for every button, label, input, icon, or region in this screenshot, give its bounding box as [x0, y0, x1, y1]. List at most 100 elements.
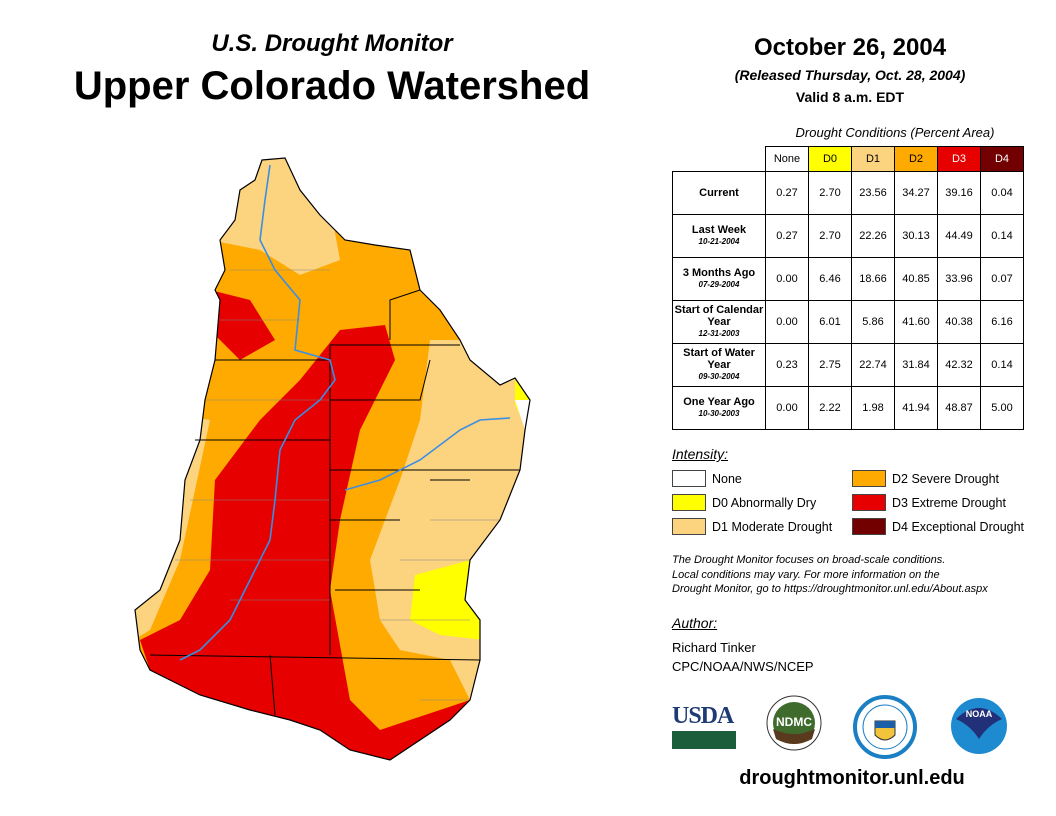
ndmc-logo: NDMC	[766, 695, 822, 751]
row-label-text: One Year Ago	[683, 396, 755, 408]
row-label: One Year Ago 10-30-2003	[672, 386, 766, 430]
usda-logo: USDA	[672, 703, 736, 749]
table-cell: 40.85	[894, 257, 938, 301]
table-cell: 23.56	[851, 171, 895, 215]
valid-time: Valid 8 a.m. EDT	[795, 89, 905, 105]
table-cell: 41.94	[894, 386, 938, 430]
legend-item: D2 Severe Drought	[852, 470, 999, 487]
disclaimer-note: The Drought Monitor focuses on broad-sca…	[672, 553, 988, 597]
website-link[interactable]: droughtmonitor.unl.edu	[739, 767, 965, 789]
table-cell: 2.70	[808, 214, 852, 258]
table-cell: 2.70	[808, 171, 852, 215]
table-cell: 6.16	[980, 300, 1024, 344]
svg-text:NOAA: NOAA	[966, 709, 993, 719]
author-title: Author:	[672, 615, 718, 631]
noaa-logo: NOAA	[951, 698, 1007, 754]
author-name: Richard Tinker	[672, 640, 756, 655]
table-row: 3 Months Ago 07-29-2004 0.00 6.46 18.66 40.85…	[672, 257, 1024, 301]
row-label-text: Start of Calendar Year	[674, 304, 764, 328]
row-label-text: 3 Months Ago	[682, 267, 756, 279]
legend-swatch	[852, 518, 886, 535]
table-row: Current 0.27 2.70 23.56 34.27 39.16 0.04	[672, 171, 1024, 215]
table-cell: 22.74	[851, 343, 895, 387]
map-date: October 26, 2004	[753, 34, 947, 61]
table-cell: 39.16	[937, 171, 981, 215]
svg-text:NDMC: NDMC	[776, 715, 812, 729]
note-line: The Drought Monitor focuses on broad-sca…	[672, 554, 946, 566]
map-subtitle: U.S. Drought Monitor	[211, 30, 453, 57]
author-org: CPC/NOAA/NWS/NCEP	[672, 659, 814, 674]
table-cell: 0.00	[765, 257, 809, 301]
legend-item: None	[672, 470, 742, 487]
table-cell: 5.00	[980, 386, 1024, 430]
table-cell: 0.27	[765, 214, 809, 258]
table-cell: 0.04	[980, 171, 1024, 215]
table-cell: 0.00	[765, 386, 809, 430]
commerce-seal-logo	[853, 695, 917, 759]
legend-swatch	[852, 470, 886, 487]
table-cell: 33.96	[937, 257, 981, 301]
row-label-text: Start of Water Year	[683, 347, 755, 371]
table-cell: 34.27	[894, 171, 938, 215]
legend-label: D4 Exceptional Drought	[892, 519, 1025, 534]
table-cell: 5.86	[851, 300, 895, 344]
row-label-text: Last Week	[691, 224, 747, 236]
legend-label: None	[712, 471, 742, 486]
legend-item: D4 Exceptional Drought	[852, 518, 1024, 535]
legend-label: D0 Abnormally Dry	[712, 495, 817, 510]
drought-map	[134, 157, 531, 761]
table-cell: 2.22	[808, 386, 852, 430]
row-label: Start of Water Year 09-30-2004	[672, 343, 766, 387]
legend-swatch	[672, 518, 706, 535]
row-date: 10-21-2004	[698, 237, 740, 246]
table-caption: Drought Conditions (Percent Area)	[795, 125, 995, 140]
legend-label: D2 Severe Drought	[892, 471, 1000, 486]
table-row: Last Week 10-21-2004 0.27 2.70 22.26 30.13 44.…	[672, 214, 1024, 258]
legend-label: D1 Moderate Drought	[712, 519, 833, 534]
table-row: Start of Water Year 09-30-2004 0.23 2.75 22.…	[672, 343, 1024, 387]
table-cell: 0.14	[980, 343, 1024, 387]
table-cell: 41.60	[894, 300, 938, 344]
col-none: None	[765, 146, 809, 172]
legend-swatch	[852, 494, 886, 511]
table-cell: 44.49	[937, 214, 981, 258]
table-cell: 22.26	[851, 214, 895, 258]
table-cell: 18.66	[851, 257, 895, 301]
table-row: Start of Calendar Year 12-31-2003 0.00 6.01…	[672, 300, 1024, 344]
note-line: Local conditions may vary. For more info…	[672, 568, 940, 581]
release-date: (Released Thursday, Oct. 28, 2004)	[734, 67, 966, 83]
table-cell: 42.32	[937, 343, 981, 387]
table-cell: 0.23	[765, 343, 809, 387]
table-cell: 2.75	[808, 343, 852, 387]
d3-nw-area	[210, 290, 275, 360]
d3-central-area	[140, 325, 470, 760]
legend-label: D3 Extreme Drought	[892, 495, 1006, 510]
row-label: Current	[672, 171, 766, 215]
legend-swatch	[672, 470, 706, 487]
table-cell: 1.98	[851, 386, 895, 430]
legend-title: Intensity:	[672, 446, 729, 462]
author-info: Richard Tinker CPC/NOAA/NWS/NCEP	[672, 638, 814, 676]
table-cell: 40.38	[937, 300, 981, 344]
table-row: One Year Ago 10-30-2003 0.00 2.22 1.98 41.94 4…	[672, 386, 1024, 430]
row-label: 3 Months Ago 07-29-2004	[672, 257, 766, 301]
row-date: 09-30-2004	[698, 372, 740, 381]
col-d3: D3	[937, 146, 981, 172]
row-date: 07-29-2004	[698, 280, 740, 289]
legend-item: D3 Extreme Drought	[852, 494, 1006, 511]
table-cell: 6.46	[808, 257, 852, 301]
col-d4: D4	[980, 146, 1024, 172]
row-date: 12-31-2003	[698, 329, 740, 338]
table-cell: 0.14	[980, 214, 1024, 258]
row-label: Last Week 10-21-2004	[672, 214, 766, 258]
drought-conditions-table: None D0 D1 D2 D3 D4 Current 0.27 2.70 23.56…	[672, 146, 1024, 430]
table-cell: 0.27	[765, 171, 809, 215]
colorado-river	[179, 164, 511, 661]
row-label-text: Current	[699, 187, 739, 199]
col-d2: D2	[894, 146, 938, 172]
table-cell: 0.00	[765, 300, 809, 344]
table-cell: 0.07	[980, 257, 1024, 301]
table-cell: 6.01	[808, 300, 852, 344]
table-cell: 48.87	[937, 386, 981, 430]
table-cell: 31.84	[894, 343, 938, 387]
